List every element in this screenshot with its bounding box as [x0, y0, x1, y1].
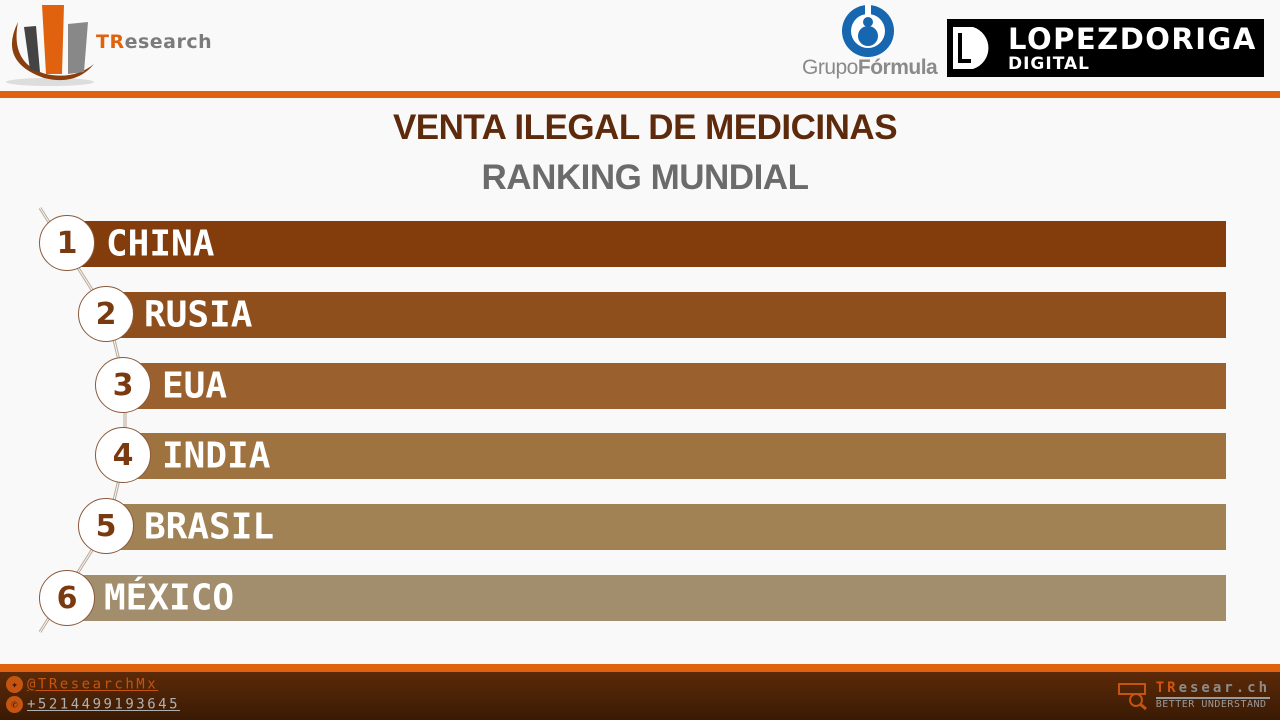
lopezdoriga-main-text: LOPEZDORIGA [1008, 22, 1257, 56]
ranking-bar-5: BRASIL [106, 504, 1226, 550]
rank-number: 4 [112, 438, 134, 473]
tresearch-logo [4, 2, 214, 90]
gf-prefix: Grupo [802, 56, 858, 79]
lopezdoriga-sub-text: DIGITAL [1008, 54, 1090, 74]
country-label: EUA [162, 365, 228, 407]
page-title: VENTA ILEGAL DE MEDICINAS [392, 108, 898, 147]
grupo-formula-text: GrupoFórmula [802, 56, 938, 80]
tresearch-bars-icon [6, 5, 95, 86]
lopezdoriga-d-icon [953, 27, 989, 69]
rank-badge-4: 4 [95, 427, 151, 483]
rank-number: 3 [112, 368, 134, 403]
twitter-icon: ✦ [6, 676, 23, 693]
country-label: RUSIA [144, 294, 253, 336]
country-label: MÉXICO [104, 577, 235, 619]
site-brand-text: TResear.ch [1156, 680, 1270, 696]
phone-link[interactable]: ✆ +5214499193645 [6, 696, 180, 713]
site-brand-rest: esear.ch [1178, 680, 1270, 696]
whatsapp-icon: ✆ [6, 696, 23, 713]
country-label: INDIA [162, 435, 271, 477]
rank-badge-6: 6 [39, 570, 95, 626]
twitter-link[interactable]: ✦ @TResearchMx [6, 676, 158, 693]
rank-badge-2: 2 [78, 286, 134, 342]
twitter-handle: @TResearchMx [27, 676, 159, 693]
rank-number: 1 [56, 226, 78, 261]
ranking-bar-6: MÉXICO [66, 575, 1226, 621]
grupo-formula-emblem-icon [842, 4, 894, 57]
lopezdoriga-logo: LOPEZDORIGA DIGITAL [947, 19, 1264, 77]
rank-badge-1: 1 [39, 215, 95, 271]
brand-accent: TR [96, 31, 125, 53]
page-subtitle: RANKING MUNDIAL [481, 158, 809, 197]
header-divider [0, 91, 1280, 98]
footer-divider [0, 664, 1280, 672]
brand-rest: esearch [124, 31, 213, 53]
site-brand-accent: TR [1155, 680, 1179, 696]
rank-badge-5: 5 [78, 498, 134, 554]
ranking-bar-4: INDIA [124, 433, 1226, 479]
ranking-bar-3: EUA [124, 363, 1226, 409]
country-label: BRASIL [144, 506, 275, 548]
country-label: CHINA [106, 223, 215, 265]
rank-number: 6 [56, 581, 78, 616]
ranking-bar-1: CHINA [66, 221, 1226, 267]
tagline: BETTER UNDERSTAND [1155, 697, 1270, 710]
site-brand[interactable]: TResear.ch BETTER UNDERSTAND [1155, 680, 1270, 710]
phone-number: +5214499193645 [27, 696, 181, 713]
gf-bold: Fórmula [857, 56, 938, 79]
tresearch-logo-text: TResearch [96, 31, 212, 53]
footer: ✦ @TResearchMx ✆ +5214499193645 TResear.ch… [0, 672, 1280, 720]
rank-number: 2 [95, 297, 117, 332]
rank-number: 5 [95, 509, 117, 544]
grupo-formula-logo [800, 4, 936, 84]
ranking-bar-2: RUSIA [106, 292, 1226, 338]
rank-badge-3: 3 [95, 357, 151, 413]
www-search-icon [1118, 683, 1147, 710]
